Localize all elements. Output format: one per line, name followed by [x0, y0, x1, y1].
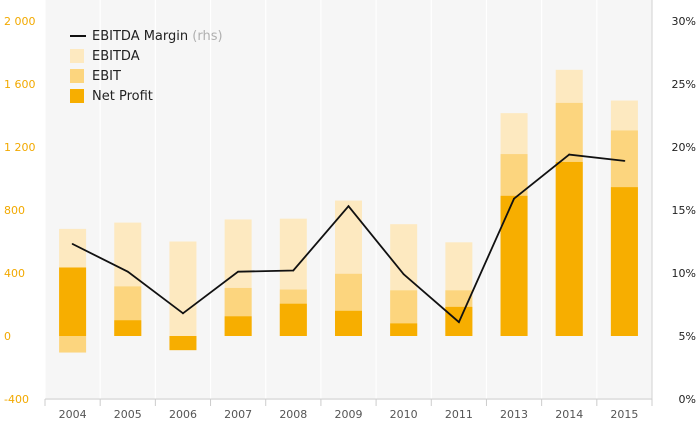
y-left-tick-label: 1 600 [4, 78, 36, 91]
bar-ebit [59, 336, 87, 353]
y-left-tick-label: 800 [4, 204, 25, 217]
line-point-ebitda-margin [457, 321, 460, 324]
bars [59, 69, 638, 353]
y-left-tick-label: 2 000 [4, 15, 36, 28]
line-point-ebitda-margin [237, 270, 240, 273]
line-point-ebitda-margin [126, 270, 129, 273]
axes: -400 0 400 800 1 200 1 600 2 000 0% 5% 10% 15% 20% 2… [4, 0, 696, 421]
legend-label-ebitda: EBITDA [92, 49, 140, 64]
line-point-ebitda-margin [402, 273, 405, 276]
x-tick-label: 2013 [500, 408, 528, 421]
line-point-ebitda-margin [513, 197, 515, 200]
y-left-tick-label: -400 [4, 393, 29, 406]
bar-net-profit [169, 336, 197, 351]
bar-net-profit [610, 187, 638, 336]
x-tick-label: 2008 [279, 408, 307, 421]
x-tick-label: 2015 [610, 408, 638, 421]
legend-label-ebitda-margin: EBITDA Margin (rhs) [92, 29, 223, 44]
legend-rhs-note: (rhs) [192, 29, 222, 44]
bar-ebitda [169, 241, 197, 336]
bar-net-profit [390, 323, 418, 336]
y-right-tick-label: 20% [672, 141, 696, 154]
bar-net-profit [224, 316, 252, 336]
bar-net-profit [279, 303, 307, 336]
x-tick-label: 2009 [335, 408, 363, 421]
line-point-ebitda-margin [71, 243, 74, 245]
bar-net-profit [500, 195, 528, 336]
y-right-tick-label: 10% [672, 267, 696, 280]
legend-swatch-ebitda [70, 49, 84, 63]
x-tick-label: 2010 [390, 408, 418, 421]
bar-net-profit [114, 320, 142, 336]
y-left-tick-label: 400 [4, 267, 25, 280]
legend-label-net-profit: Net Profit [92, 89, 153, 104]
line-point-ebitda-margin [623, 159, 626, 162]
y-left-tick-label: 1 200 [4, 141, 36, 154]
x-tick-label: 2006 [169, 408, 197, 421]
x-tick-label: 2011 [445, 408, 473, 421]
x-tick-label: 2014 [555, 408, 583, 421]
bar-net-profit [59, 267, 87, 336]
legend-swatch-ebit [70, 69, 84, 83]
x-tick-label: 2004 [59, 408, 87, 421]
legend: EBITDA Margin (rhs) EBITDA EBIT Net Prof… [70, 29, 223, 104]
y-right-tick-label: 15% [672, 204, 696, 217]
y-left-tick-label: 0 [4, 330, 11, 343]
y-right-tick-label: 30% [672, 15, 696, 28]
x-tick-label: 2005 [114, 408, 142, 421]
line-point-ebitda-margin [347, 205, 350, 208]
y-right-tick-label: 5% [679, 330, 696, 343]
line-point-ebitda-margin [182, 312, 184, 315]
y-right-tick-label: 25% [672, 78, 696, 91]
x-tick-label: 2007 [224, 408, 252, 421]
margin-line [71, 153, 626, 324]
bar-net-profit [555, 161, 583, 336]
y-right-tick-label: 0% [679, 393, 696, 406]
line-point-ebitda-margin [568, 153, 571, 156]
bar-net-profit [335, 310, 362, 336]
line-point-ebitda-margin [292, 269, 295, 272]
legend-swatch-net-profit [70, 89, 84, 103]
legend-label-ebit: EBIT [92, 69, 121, 84]
